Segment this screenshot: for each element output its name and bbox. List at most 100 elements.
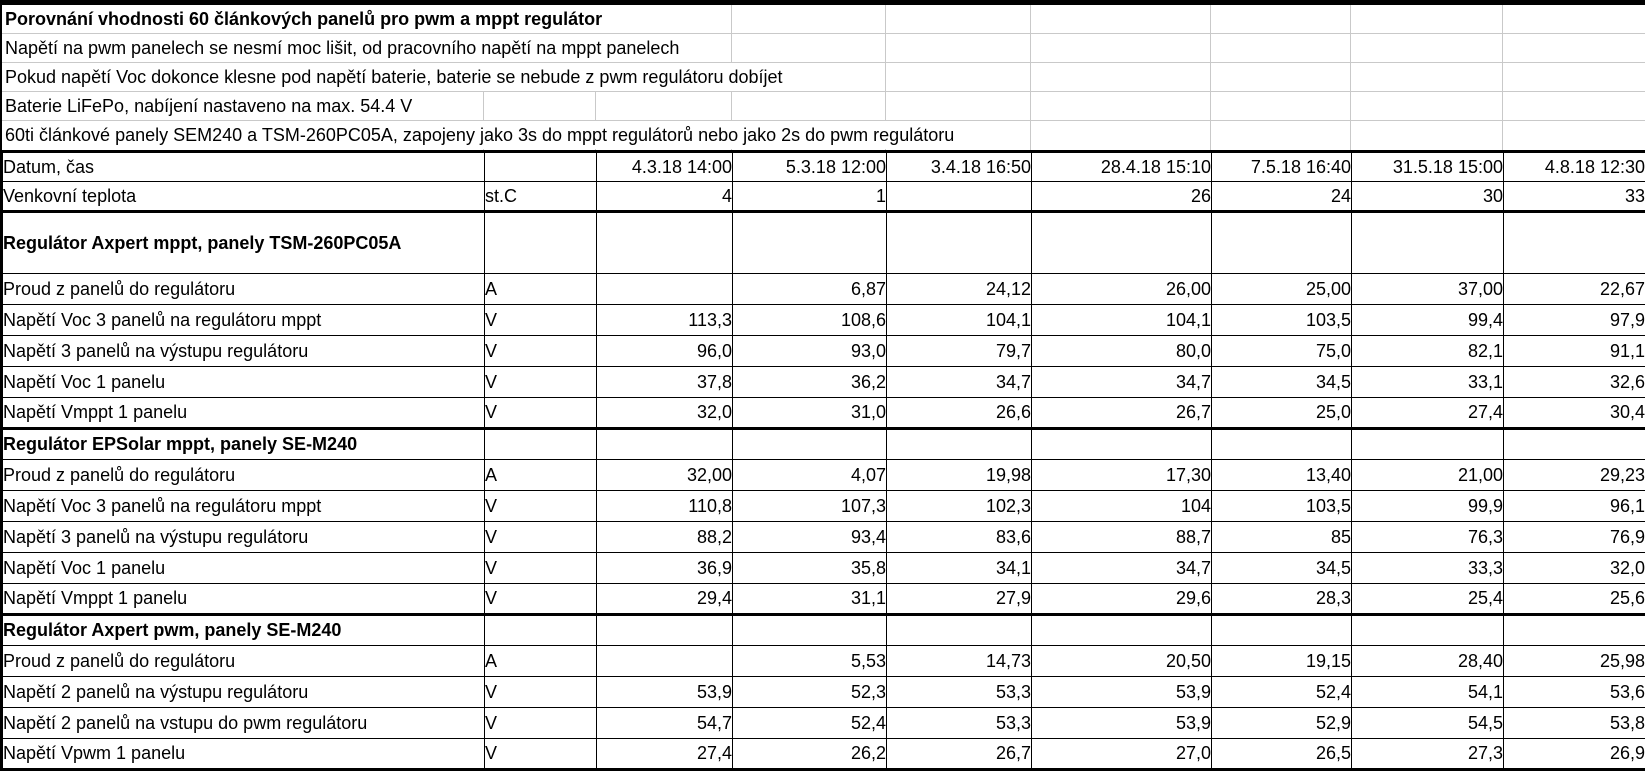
section-title[interactable]: Regulátor Axpert mppt, panely TSM-260PC0…: [1, 210, 485, 274]
unit-cell[interactable]: st.C: [484, 181, 597, 212]
value-cell[interactable]: [596, 427, 733, 460]
value-cell[interactable]: 19,15: [1211, 645, 1352, 677]
value-cell[interactable]: 27,4: [1351, 397, 1504, 429]
value-cell[interactable]: 25,0: [1211, 397, 1352, 429]
value-cell[interactable]: 103,5: [1211, 304, 1352, 336]
value-cell[interactable]: 27,0: [1031, 738, 1212, 770]
value-cell[interactable]: 113,3: [596, 304, 733, 336]
value-cell[interactable]: 75,0: [1211, 335, 1352, 367]
value-cell[interactable]: [732, 210, 887, 274]
row-label[interactable]: Proud z panelů do regulátoru: [1, 645, 485, 677]
value-cell[interactable]: 80,0: [1031, 335, 1212, 367]
row-label[interactable]: Napětí Voc 3 panelů na regulátoru mppt: [1, 490, 485, 522]
unit-cell[interactable]: [484, 613, 597, 646]
value-cell[interactable]: [1031, 210, 1212, 274]
value-cell[interactable]: 32,0: [1503, 552, 1645, 584]
unit-cell[interactable]: V: [484, 738, 597, 770]
value-cell[interactable]: [886, 427, 1032, 460]
value-cell[interactable]: 76,3: [1351, 521, 1504, 553]
value-cell[interactable]: 17,30: [1031, 459, 1212, 491]
value-cell[interactable]: 54,7: [596, 707, 733, 739]
value-cell[interactable]: 88,2: [596, 521, 733, 553]
value-cell[interactable]: 24: [1211, 181, 1352, 212]
section-title[interactable]: Regulátor Axpert pwm, panely SE-M240: [1, 613, 485, 646]
value-cell[interactable]: 1: [732, 181, 887, 212]
value-cell[interactable]: 20,50: [1031, 645, 1212, 677]
row-label[interactable]: Napětí Voc 1 panelu: [1, 366, 485, 398]
value-cell[interactable]: 26,5: [1211, 738, 1352, 770]
value-cell[interactable]: 33,1: [1351, 366, 1504, 398]
value-cell[interactable]: 34,5: [1211, 366, 1352, 398]
value-cell[interactable]: 34,7: [1031, 366, 1212, 398]
value-cell[interactable]: [1503, 613, 1645, 646]
unit-cell[interactable]: [484, 210, 597, 274]
value-cell[interactable]: 36,9: [596, 552, 733, 584]
value-cell[interactable]: 24,12: [886, 273, 1032, 305]
value-cell[interactable]: 27,9: [886, 583, 1032, 615]
value-cell[interactable]: 99,4: [1351, 304, 1504, 336]
value-cell[interactable]: 52,4: [1211, 676, 1352, 708]
value-cell[interactable]: 96,1: [1503, 490, 1645, 522]
value-cell[interactable]: 53,9: [1031, 676, 1212, 708]
value-cell[interactable]: 76,9: [1503, 521, 1645, 553]
value-cell[interactable]: [886, 210, 1032, 274]
value-cell[interactable]: 32,6: [1503, 366, 1645, 398]
value-cell[interactable]: 104: [1031, 490, 1212, 522]
value-cell[interactable]: 25,98: [1503, 645, 1645, 677]
value-cell[interactable]: 21,00: [1351, 459, 1504, 491]
unit-cell[interactable]: A: [484, 273, 597, 305]
unit-cell[interactable]: V: [484, 366, 597, 398]
unit-cell[interactable]: V: [484, 304, 597, 336]
unit-cell[interactable]: [484, 151, 597, 182]
value-cell[interactable]: [1211, 613, 1352, 646]
value-cell[interactable]: 96,0: [596, 335, 733, 367]
value-cell[interactable]: 85: [1211, 521, 1352, 553]
value-cell[interactable]: 30: [1351, 181, 1504, 212]
value-cell[interactable]: 52,3: [732, 676, 887, 708]
value-cell[interactable]: [596, 210, 733, 274]
value-cell[interactable]: 31,1: [732, 583, 887, 615]
value-cell[interactable]: 34,5: [1211, 552, 1352, 584]
note-row-5[interactable]: 60ti článkové panely SEM240 a TSM-260PC0…: [0, 121, 1645, 150]
value-cell[interactable]: 34,1: [886, 552, 1032, 584]
value-cell[interactable]: [1503, 427, 1645, 460]
value-cell[interactable]: [732, 427, 887, 460]
value-cell[interactable]: 102,3: [886, 490, 1032, 522]
unit-cell[interactable]: V: [484, 335, 597, 367]
value-cell[interactable]: [1031, 613, 1212, 646]
row-label[interactable]: Napětí 2 panelů na výstupu regulátoru: [1, 676, 485, 708]
date-header-cell[interactable]: 31.5.18 15:00: [1351, 151, 1504, 182]
value-cell[interactable]: [1211, 427, 1352, 460]
value-cell[interactable]: 33,3: [1351, 552, 1504, 584]
row-label[interactable]: Napětí 2 panelů na vstupu do pwm regulát…: [1, 707, 485, 739]
date-header-cell[interactable]: 4.3.18 14:00: [596, 151, 733, 182]
date-header-cell[interactable]: 5.3.18 12:00: [732, 151, 887, 182]
value-cell[interactable]: 25,4: [1351, 583, 1504, 615]
unit-cell[interactable]: [484, 427, 597, 460]
value-cell[interactable]: 82,1: [1351, 335, 1504, 367]
value-cell[interactable]: [1351, 210, 1504, 274]
note-row-2[interactable]: Napětí na pwm panelech se nesmí moc liši…: [0, 34, 1645, 63]
value-cell[interactable]: 83,6: [886, 521, 1032, 553]
value-cell[interactable]: 14,73: [886, 645, 1032, 677]
value-cell[interactable]: 26,7: [886, 738, 1032, 770]
value-cell[interactable]: [1503, 210, 1645, 274]
unit-cell[interactable]: V: [484, 521, 597, 553]
value-cell[interactable]: 79,7: [886, 335, 1032, 367]
value-cell[interactable]: 19,98: [886, 459, 1032, 491]
value-cell[interactable]: 26,2: [732, 738, 887, 770]
unit-cell[interactable]: V: [484, 583, 597, 615]
value-cell[interactable]: 53,9: [596, 676, 733, 708]
value-cell[interactable]: 54,1: [1351, 676, 1504, 708]
value-cell[interactable]: 34,7: [886, 366, 1032, 398]
value-cell[interactable]: 28,3: [1211, 583, 1352, 615]
value-cell[interactable]: 93,0: [732, 335, 887, 367]
row-label[interactable]: Napětí 3 panelů na výstupu regulátoru: [1, 335, 485, 367]
value-cell[interactable]: 53,9: [1031, 707, 1212, 739]
value-cell[interactable]: 29,4: [596, 583, 733, 615]
value-cell[interactable]: 4: [596, 181, 733, 212]
value-cell[interactable]: [596, 613, 733, 646]
value-cell[interactable]: 26,7: [1031, 397, 1212, 429]
value-cell[interactable]: 52,4: [732, 707, 887, 739]
row-label[interactable]: Napětí 3 panelů na výstupu regulátoru: [1, 521, 485, 553]
